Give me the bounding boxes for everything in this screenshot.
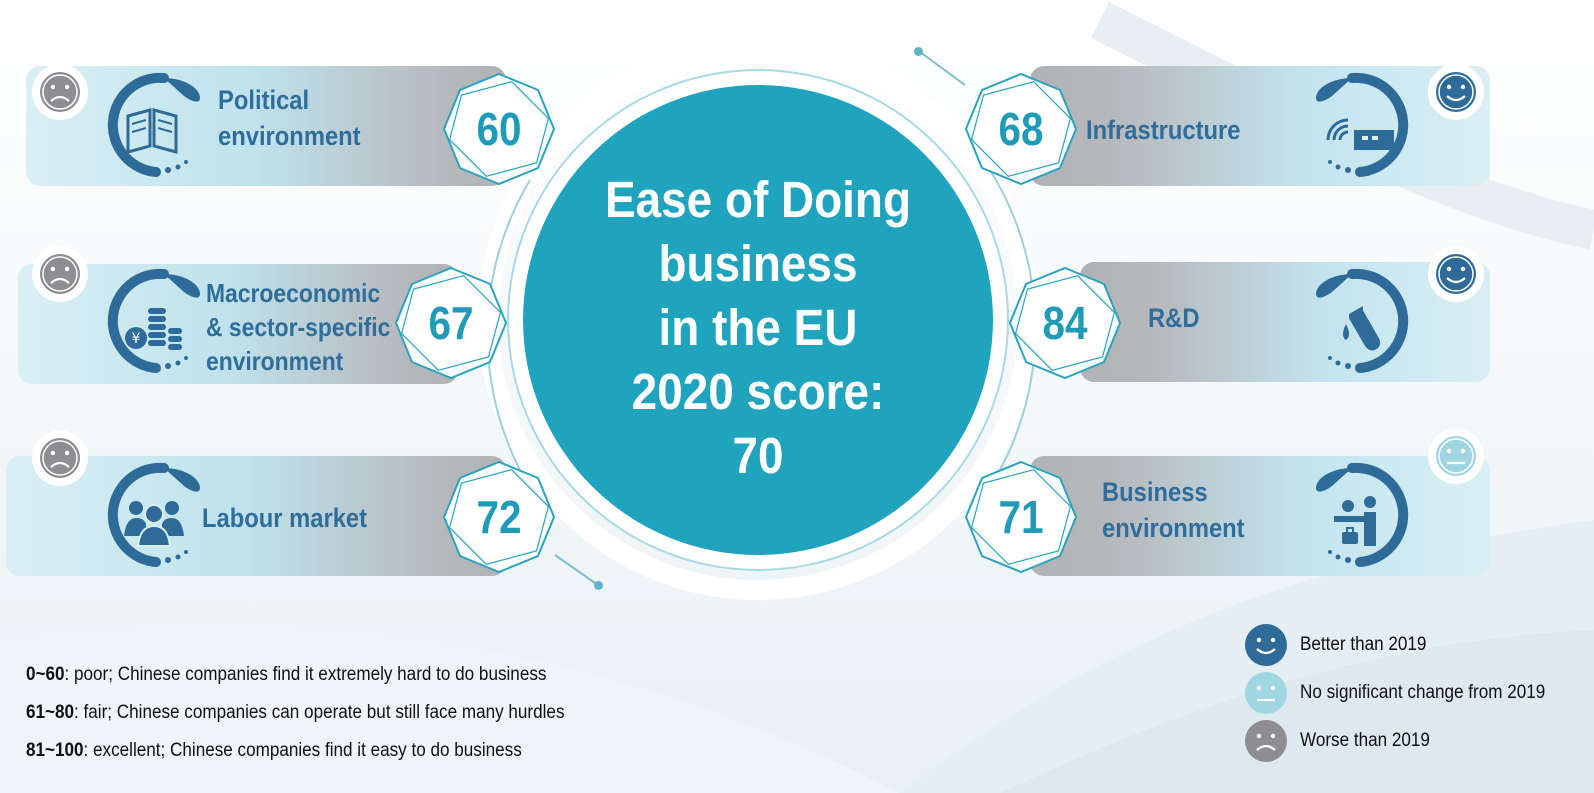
octagon-icon — [1008, 266, 1122, 380]
political-bar — [26, 66, 506, 186]
scale-poor: 0~60: poor; Chinese companies find it ex… — [26, 664, 546, 686]
coins-yen-icon: ¥ — [107, 268, 200, 373]
octagon-icon — [442, 460, 556, 574]
scale-excellent-range: 81~100 — [26, 740, 84, 761]
scale-fair-text: : fair; Chinese companies can operate bu… — [74, 702, 565, 723]
sad-face-icon — [1245, 720, 1287, 762]
infrastructure-score-badge: 68 — [962, 70, 1080, 188]
business-score: 71 — [998, 491, 1044, 543]
political-score-badge: 60 — [440, 70, 558, 188]
infrastructure-label-line-1: Infrastructure — [1086, 115, 1241, 145]
scale-poor-range: 0~60 — [26, 664, 65, 685]
router-wifi-icon — [1316, 72, 1409, 177]
legend-worse: Worse than 2019 — [1244, 718, 1444, 764]
business-trend-face — [1428, 428, 1484, 484]
infrastructure-score: 68 — [998, 103, 1044, 155]
scale-fair-range: 61~80 — [26, 702, 75, 723]
people-group-icon — [107, 462, 200, 567]
hub-overall-score: 70 — [732, 427, 784, 484]
orbit-dot-bottom — [594, 581, 603, 590]
business-label-line-2: environment — [1102, 513, 1245, 543]
macro-label-line-2: & sector-specific — [206, 312, 391, 342]
scale-excellent-text: : excellent; Chinese companies find it e… — [83, 740, 522, 761]
political-label-line-2: environment — [218, 121, 361, 151]
hub-circle — [523, 85, 993, 555]
svg-text:¥: ¥ — [132, 331, 141, 347]
legend-same: No significant change from 2019 — [1244, 670, 1573, 716]
macro-score-badge: 67 — [392, 264, 510, 382]
octagon-icon — [442, 72, 556, 186]
macro-label: Macroeconomic & sector-specific environm… — [206, 276, 390, 378]
macro-label-line-1: Macroeconomic — [206, 278, 381, 308]
business-label-line-1: Business — [1102, 477, 1208, 507]
business-bar — [1030, 456, 1490, 576]
book-icon — [107, 72, 200, 177]
business-score-badge: 71 — [962, 458, 1080, 576]
smile-face-icon — [1436, 72, 1476, 112]
labour-bar — [6, 456, 506, 576]
infrastructure-label: Infrastructure — [1086, 112, 1240, 148]
sad-face-icon — [40, 254, 80, 294]
labour-label-line-1: Labour market — [202, 503, 368, 533]
rnd-score: 84 — [1042, 297, 1088, 349]
hub-line-1: Ease of Doing — [604, 171, 912, 228]
test-tube-icon — [1316, 268, 1409, 373]
business-label: Business environment — [1102, 474, 1245, 546]
scale-fair: 61~80: fair; Chinese companies can opera… — [26, 702, 564, 724]
sad-face-icon — [40, 72, 80, 112]
rnd-label-line-1: R&D — [1148, 303, 1200, 333]
hub-title: Ease of Doing business in the EU 2020 sc… — [523, 168, 993, 488]
political-trend-face — [32, 64, 88, 120]
legend-worse-label: Worse than 2019 — [1300, 730, 1430, 751]
rnd-trend-face — [1428, 246, 1484, 302]
sad-face-icon — [40, 438, 80, 478]
rnd-bar — [1080, 262, 1490, 382]
labour-score: 72 — [476, 491, 522, 543]
octagon-icon — [394, 266, 508, 380]
legend-same-label: No significant change from 2019 — [1300, 682, 1546, 703]
legend-better-label: Better than 2019 — [1300, 634, 1427, 655]
neutral-face-icon — [1436, 436, 1476, 476]
hub-line-3: in the EU — [658, 299, 858, 356]
macro-bar — [18, 264, 458, 384]
legend-better: Better than 2019 — [1244, 622, 1441, 668]
infrastructure-bar — [1030, 66, 1490, 186]
political-score: 60 — [476, 103, 522, 155]
rnd-score-badge: 84 — [1006, 264, 1124, 382]
smile-face-icon — [1245, 624, 1287, 666]
macro-trend-face — [32, 246, 88, 302]
scale-poor-text: : poor; Chinese companies find it extrem… — [64, 664, 547, 685]
macro-label-line-3: environment — [206, 346, 344, 376]
smile-face-icon — [1436, 254, 1476, 294]
macro-score: 67 — [428, 297, 474, 349]
reception-desk-icon — [1316, 462, 1409, 567]
rnd-label: R&D — [1148, 300, 1199, 336]
octagon-icon — [964, 460, 1078, 574]
labour-trend-face — [32, 430, 88, 486]
political-label: Political environment — [218, 82, 361, 154]
labour-label: Labour market — [202, 500, 367, 536]
neutral-face-icon — [1245, 672, 1287, 714]
scale-excellent: 81~100: excellent; Chinese companies fin… — [26, 740, 522, 762]
octagon-icon — [964, 72, 1078, 186]
political-label-line-1: Political — [218, 85, 310, 115]
orbit-dot-top — [914, 47, 923, 56]
labour-score-badge: 72 — [440, 458, 558, 576]
hub-line-2: business — [658, 235, 858, 292]
hub-line-4: 2020 score: — [631, 363, 885, 420]
infrastructure-trend-face — [1428, 64, 1484, 120]
